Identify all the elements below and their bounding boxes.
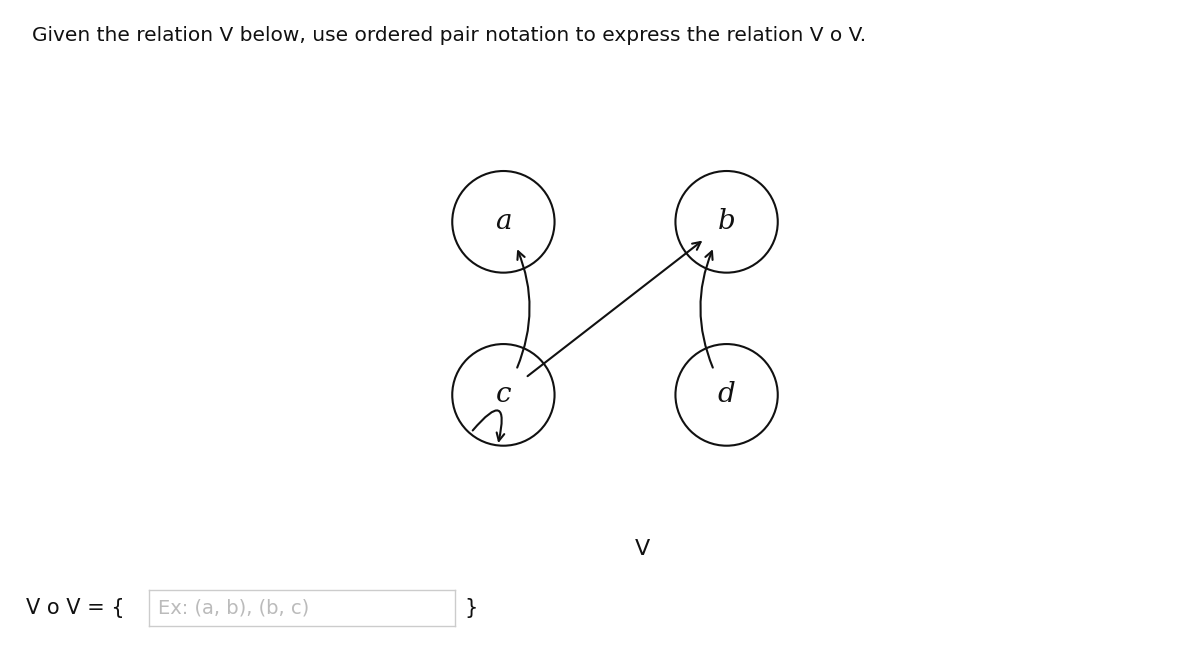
Text: b: b [718, 208, 736, 235]
FancyArrowPatch shape [528, 242, 701, 376]
Text: V o V = {: V o V = { [26, 598, 125, 618]
Text: V: V [635, 539, 649, 559]
FancyArrowPatch shape [701, 251, 713, 368]
Text: Given the relation V below, use ordered pair notation to express the relation V : Given the relation V below, use ordered … [32, 26, 866, 46]
Text: d: d [718, 381, 736, 408]
Text: a: a [496, 208, 511, 235]
Text: c: c [496, 381, 511, 408]
FancyArrowPatch shape [473, 410, 504, 441]
Text: }: } [464, 598, 478, 618]
Text: Ex: (a, b), (b, c): Ex: (a, b), (b, c) [158, 599, 310, 617]
FancyArrowPatch shape [517, 251, 529, 368]
